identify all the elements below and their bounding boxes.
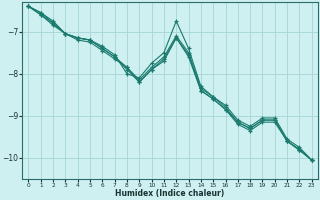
X-axis label: Humidex (Indice chaleur): Humidex (Indice chaleur) (116, 189, 225, 198)
